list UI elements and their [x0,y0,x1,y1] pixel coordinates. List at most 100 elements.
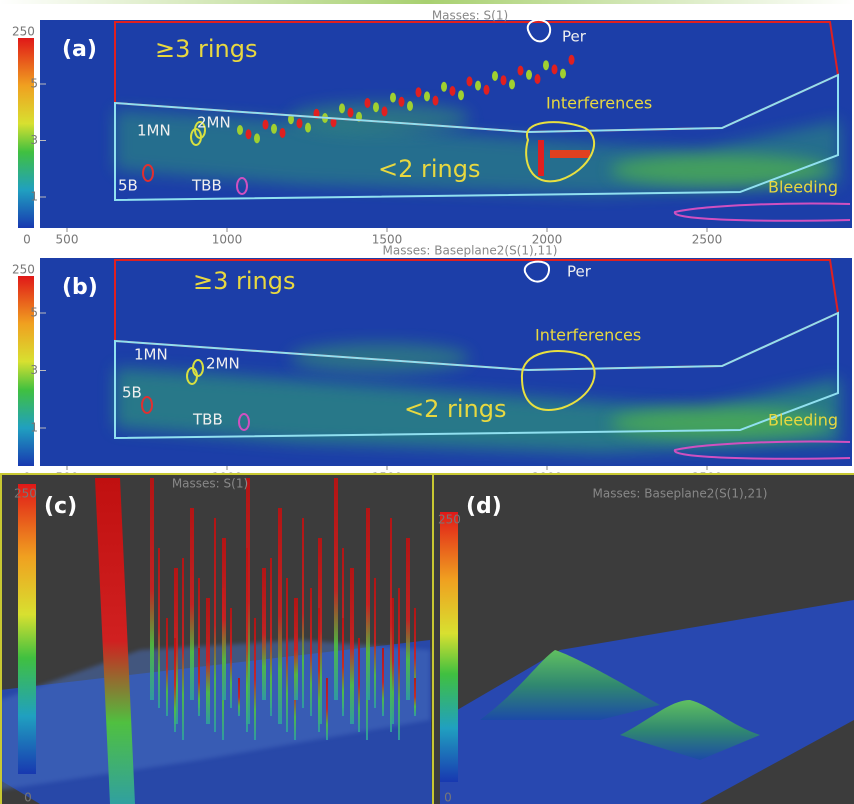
peak [365,98,371,108]
peak [550,150,590,158]
spike [150,478,154,700]
spike [262,568,266,700]
spike [206,598,210,724]
annotation: Interferences [546,94,652,113]
spike [398,588,400,740]
peak [390,93,396,103]
peak [501,75,507,85]
spike [350,568,354,724]
y-tick-label: 5 [30,77,38,91]
peak [246,129,252,139]
panel-label: (d) [466,494,502,519]
top-strip [0,0,854,4]
spike [166,618,168,716]
peak [467,76,473,86]
spike [326,678,328,740]
peak [339,103,345,113]
spike [286,578,288,732]
spike [382,648,384,716]
spike [238,678,240,716]
y-tick-label: 3 [30,363,38,377]
colorbar-tick: 250 [14,487,37,501]
peak [441,82,447,92]
peak [280,128,286,138]
spike [358,638,360,732]
annotation: Interferences [535,326,641,345]
peak [297,118,303,128]
peak [271,124,277,134]
spike [270,558,272,716]
colorbar-tick: 0 [444,791,452,804]
peak [535,74,541,84]
annotation: TBB [192,411,223,429]
spike [390,518,392,732]
spike [374,578,376,708]
x-tick-label: 500 [56,233,79,247]
peak [518,66,524,76]
y-tick-label: 1 [30,421,38,435]
peak [424,91,430,101]
spike [182,558,184,740]
annotation: 2MN [206,355,240,373]
annotation: TBB [191,177,222,195]
peak [348,108,354,118]
y-tick-label: 3 [30,133,38,147]
peak [475,81,481,91]
spike [294,598,298,700]
peak [509,79,515,89]
spike [278,508,282,724]
colorbar-tick: 0 [24,791,32,804]
peak [560,69,566,79]
spike [318,608,320,732]
peak [484,85,490,95]
spike [190,508,194,700]
annotation: <2 rings [378,155,481,183]
colorbar-tick: 250 [12,263,35,277]
annotation: 1MN [134,346,168,364]
colorbar-tick: 250 [438,513,461,527]
spike [414,678,416,716]
spike [230,608,232,708]
annotation: 5B [118,177,138,195]
colorbar-tick: 250 [12,25,35,39]
peak [492,71,498,81]
peak [416,87,422,97]
spike [342,618,344,716]
peak [552,64,558,74]
spike [302,518,304,708]
spike [174,638,176,732]
x-tick-label: 2500 [692,233,723,247]
figure: 2500Masses: S(1)(a)500100015002000250013… [0,0,854,804]
panel-label: (c) [44,494,77,519]
peak [399,97,405,107]
y-tick-label: 1 [30,190,38,204]
spike [158,548,160,708]
x-tick-label: 1000 [212,233,243,247]
panel-title: Masses: S(1) [432,9,508,23]
panel-title: Masses: Baseplane2(S(1),11) [383,244,558,258]
annotation: Per [562,28,587,46]
annotation: 2MN [197,114,231,132]
peak [543,60,549,70]
spike [246,548,248,732]
peak [254,133,260,143]
spike [254,618,256,740]
panel-title: Masses: S(1) [172,477,248,491]
spike [222,538,226,700]
spike [406,538,410,700]
peak [382,106,388,116]
peak [450,86,456,96]
annotation: Bleeding [768,178,838,197]
panel-label: (a) [62,37,97,62]
panel-a: 2500Masses: S(1)(a)500100015002000250013… [12,9,852,247]
spike [334,478,338,700]
annotation: <2 rings [404,395,507,423]
spike [214,518,216,732]
peak [433,96,439,106]
peak [407,101,413,111]
annotation: Bleeding [768,411,838,430]
panel-c: Masses: S(1) (c) 250 0 [0,474,432,804]
annotation: 1MN [137,122,171,140]
peak [538,140,544,176]
